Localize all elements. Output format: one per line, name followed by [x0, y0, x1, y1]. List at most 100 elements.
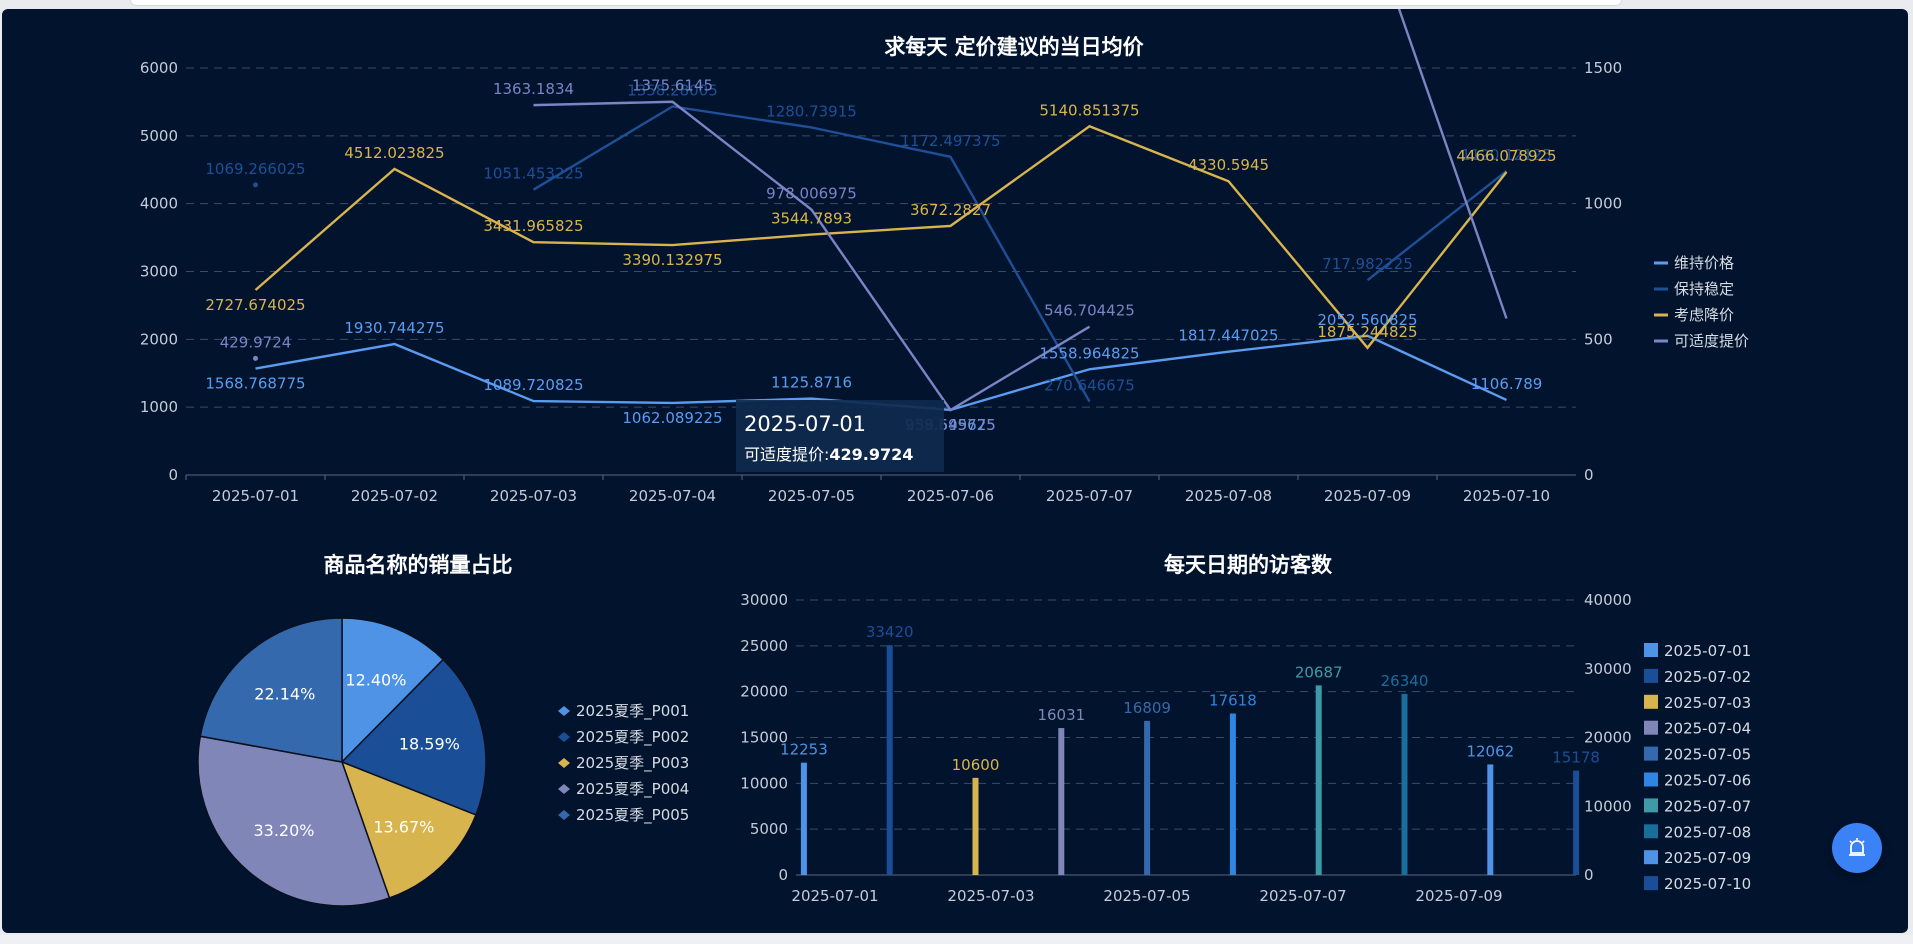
bar-value-label: 26340 — [1381, 672, 1429, 690]
bar-2025-07-07 — [1315, 685, 1322, 875]
bar-legend-label: 2025-07-01 — [1664, 642, 1751, 660]
line-data-label: 1125.8716 — [771, 374, 852, 392]
line-chart-tooltip: 2025-07-01 可适度提价:429.9724 — [736, 400, 944, 472]
line-series-保持稳定 — [532, 105, 1091, 403]
line-chart: 求每天 定价建议的当日均价 0 1000 2000 3000 4000 5000 6000 0… — [140, 0, 1749, 505]
line-legend-label: 考虑降价 — [1674, 306, 1734, 324]
line-series-可适度提价 — [1394, 0, 1508, 319]
line-data-label: 1558.964825 — [1039, 344, 1139, 362]
line-data-label: 1930.744275 — [344, 319, 444, 337]
line-data-label: 1875.244825 — [1317, 323, 1417, 341]
bar-legend-swatch — [1644, 876, 1658, 891]
bar-chart-y-right-tick: 30000 — [1584, 660, 1632, 678]
pie-legend-swatch — [558, 706, 570, 716]
pie-chart-title: 商品名称的销量占比 — [324, 553, 513, 577]
alarm-button[interactable] — [1832, 823, 1882, 873]
pie-legend-swatch — [558, 732, 570, 742]
line-chart-x-tick: 2025-07-07 — [1046, 487, 1133, 505]
bar-legend-swatch — [1644, 746, 1658, 761]
line-data-label: 1069.266025 — [205, 160, 305, 178]
bar-value-label: 20687 — [1295, 663, 1343, 681]
line-data-label: 1089.720825 — [483, 376, 583, 394]
line-chart-x-tick: 2025-07-02 — [351, 487, 438, 505]
bar-chart-title: 每天日期的访客数 — [1164, 553, 1333, 577]
pie-slice-label: 13.67% — [373, 817, 434, 836]
line-data-label: 3672.2827 — [910, 201, 991, 219]
bar-value-label: 10600 — [952, 756, 1000, 774]
bar-legend-swatch — [1644, 798, 1658, 813]
bar-2025-07-01 — [800, 762, 807, 875]
pie-legend-label: 2025夏季_P002 — [576, 728, 689, 747]
line-data-label: 1280.73915 — [766, 102, 857, 120]
line-series-可适度提价 — [533, 100, 1091, 412]
bar-legend-swatch — [1644, 850, 1658, 865]
line-chart-y-right-tick: 500 — [1584, 330, 1613, 348]
bar-chart-x-tick: 2025-07-09 — [1415, 887, 1502, 905]
line-chart-x-tick: 2025-07-01 — [212, 487, 299, 505]
pie-slice-2025夏季_P003 — [340, 760, 477, 899]
bar-legend-label: 2025-07-06 — [1664, 772, 1751, 790]
pie-slice-2025夏季_P001 — [341, 617, 445, 764]
bar-chart-y-right-tick: 20000 — [1584, 729, 1632, 747]
pie-legend-swatch — [558, 784, 570, 794]
line-series-维持价格 — [255, 334, 1508, 412]
line-chart-x-tick: 2025-07-10 — [1463, 487, 1550, 505]
bar-legend-label: 2025-07-05 — [1664, 746, 1751, 764]
line-data-label: 978.006975 — [766, 185, 857, 203]
bar-legend-swatch — [1644, 668, 1658, 683]
bar-value-label: 12062 — [1466, 742, 1514, 760]
bar-2025-07-08 — [1401, 693, 1408, 875]
bar-value-label: 17618 — [1209, 692, 1257, 710]
bar-value-label: 16809 — [1123, 699, 1171, 717]
line-legend-label: 保持稳定 — [1674, 280, 1734, 298]
line-chart-x-tick: 2025-07-03 — [490, 487, 577, 505]
bar-legend-swatch — [1644, 643, 1658, 657]
bar-chart-x-tick: 2025-07-07 — [1259, 887, 1346, 905]
bar-chart-y-left-tick: 0 — [778, 866, 788, 884]
line-data-label: 429.9724 — [220, 333, 292, 351]
pie-slice-label: 18.59% — [399, 735, 460, 754]
bar-chart-x-tick: 2025-07-05 — [1103, 887, 1190, 905]
bar-chart-y-left-tick: 30000 — [740, 591, 788, 609]
bar-value-label: 15178 — [1552, 749, 1600, 767]
bar-chart: 每天日期的访客数 0 5000 10000 15000 20000 25000 30000 0… — [740, 553, 1751, 905]
pie-legend-label: 2025夏季_P003 — [576, 754, 689, 773]
line-chart-y-right-tick: 0 — [1584, 466, 1594, 484]
line-data-label: 1120.12125 — [1461, 146, 1552, 164]
line-data-label: 2727.674025 — [205, 296, 305, 314]
bar-legend-swatch — [1644, 694, 1658, 709]
line-data-label: 1363.1834 — [493, 80, 574, 98]
bar-chart-y-left-tick: 15000 — [740, 729, 788, 747]
bar-legend-swatch — [1644, 772, 1658, 787]
tooltip-series: 可适度提价 — [744, 445, 824, 464]
line-data-label: 717.982225 — [1322, 255, 1413, 273]
bar-2025-07-05 — [1144, 720, 1151, 875]
line-chart-x-tick: 2025-07-04 — [629, 487, 716, 505]
bar-legend-label: 2025-07-02 — [1664, 668, 1751, 686]
bar-chart-y-left-tick: 25000 — [740, 637, 788, 655]
bar-chart-y-right-tick: 0 — [1584, 866, 1594, 884]
line-data-label: 2052.560825 — [1317, 311, 1417, 329]
pie-slice-2025夏季_P005 — [199, 617, 343, 763]
line-chart-y-left-tick: 2000 — [140, 330, 178, 348]
bar-2025-07-10 — [1573, 770, 1580, 875]
line-point-可适度提价 — [253, 355, 258, 361]
svg-text:可适度提价:429.9724: 可适度提价:429.9724 — [744, 445, 913, 464]
line-chart-title: 求每天 定价建议的当日均价 — [884, 35, 1144, 59]
alarm-icon — [1849, 838, 1865, 856]
bar-legend-swatch — [1644, 720, 1658, 735]
line-data-label: 1051.453225 — [483, 165, 583, 183]
bar-chart-y-left-tick: 20000 — [740, 683, 788, 701]
bar-2025-07-03 — [972, 777, 979, 875]
line-chart-y-left-tick: 0 — [168, 466, 178, 484]
pie-slice-label: 33.20% — [253, 821, 314, 840]
line-legend-label: 维持价格 — [1674, 254, 1734, 272]
line-legend-label: 可适度提价 — [1674, 332, 1749, 350]
browser-frame-top — [130, 0, 1622, 6]
bar-chart-y-left-tick: 5000 — [750, 820, 788, 838]
line-chart-y-left-tick: 4000 — [140, 195, 178, 213]
bar-chart-y-left-tick: 10000 — [740, 774, 788, 792]
bar-legend-label: 2025-07-08 — [1664, 823, 1751, 841]
bar-2025-07-02 — [886, 645, 893, 875]
